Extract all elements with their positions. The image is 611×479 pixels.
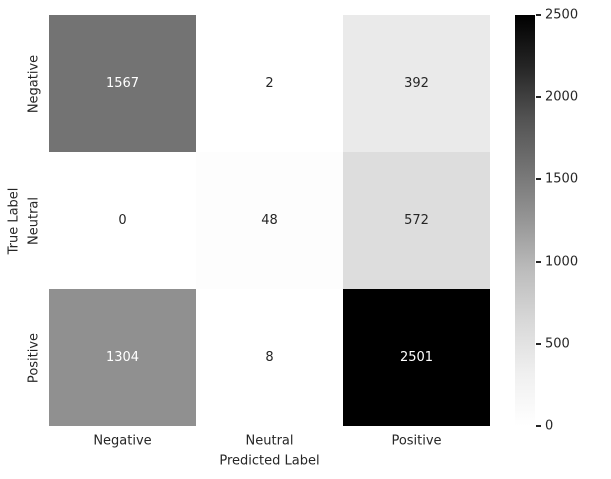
colorbar-tick-label: 1500: [545, 171, 579, 187]
y-tick-label-neutral: Neutral: [26, 196, 42, 245]
heatmap-grid: 1567 2 392 0 48 572 1304 8 2501: [49, 15, 490, 426]
heatmap-cell-r2c0: 1304: [49, 289, 196, 426]
cell-value: 8: [265, 350, 274, 365]
colorbar-tick-label: 0: [545, 418, 554, 434]
cell-value: 1567: [105, 76, 140, 91]
colorbar-tick-label: 1000: [545, 254, 579, 270]
cell-value: 572: [404, 213, 429, 228]
cell-value: 2: [265, 76, 274, 91]
colorbar-tick-label: 2000: [545, 89, 579, 105]
y-tick-label-positive: Positive: [26, 332, 42, 383]
cell-value: 48: [261, 213, 278, 228]
colorbar-tick-mark: [536, 178, 541, 181]
y-axis-title: True Label: [6, 187, 22, 254]
cell-value: 0: [118, 213, 127, 228]
heatmap-cell-r1c2: 572: [343, 152, 490, 289]
colorbar-tick-mark: [536, 342, 541, 345]
heatmap-cell-r2c2: 2501: [343, 289, 490, 426]
colorbar: [515, 15, 535, 426]
heatmap-cell-r0c0: 1567: [49, 15, 196, 152]
heatmap-cell-r0c2: 392: [343, 15, 490, 152]
colorbar-tick-mark: [536, 425, 541, 427]
colorbar-tick-label: 2500: [545, 7, 579, 23]
x-axis-title: Predicted Label: [219, 453, 320, 469]
colorbar-tick-mark: [536, 260, 541, 263]
cell-value: 2501: [399, 350, 434, 365]
colorbar-tick-label: 500: [545, 336, 570, 352]
colorbar-tick-mark: [536, 14, 541, 17]
x-tick-label-positive: Positive: [391, 433, 442, 449]
colorbar-tick-mark: [536, 96, 541, 99]
y-tick-label-negative: Negative: [26, 54, 42, 113]
heatmap-cell-r1c1: 48: [196, 152, 343, 289]
cell-value: 1304: [105, 350, 140, 365]
heatmap-cell-r1c0: 0: [49, 152, 196, 289]
x-tick-label-neutral: Neutral: [245, 433, 294, 449]
x-tick-label-negative: Negative: [93, 433, 152, 449]
heatmap-cell-r0c1: 2: [196, 15, 343, 152]
heatmap-cell-r2c1: 8: [196, 289, 343, 426]
cell-value: 392: [404, 76, 429, 91]
